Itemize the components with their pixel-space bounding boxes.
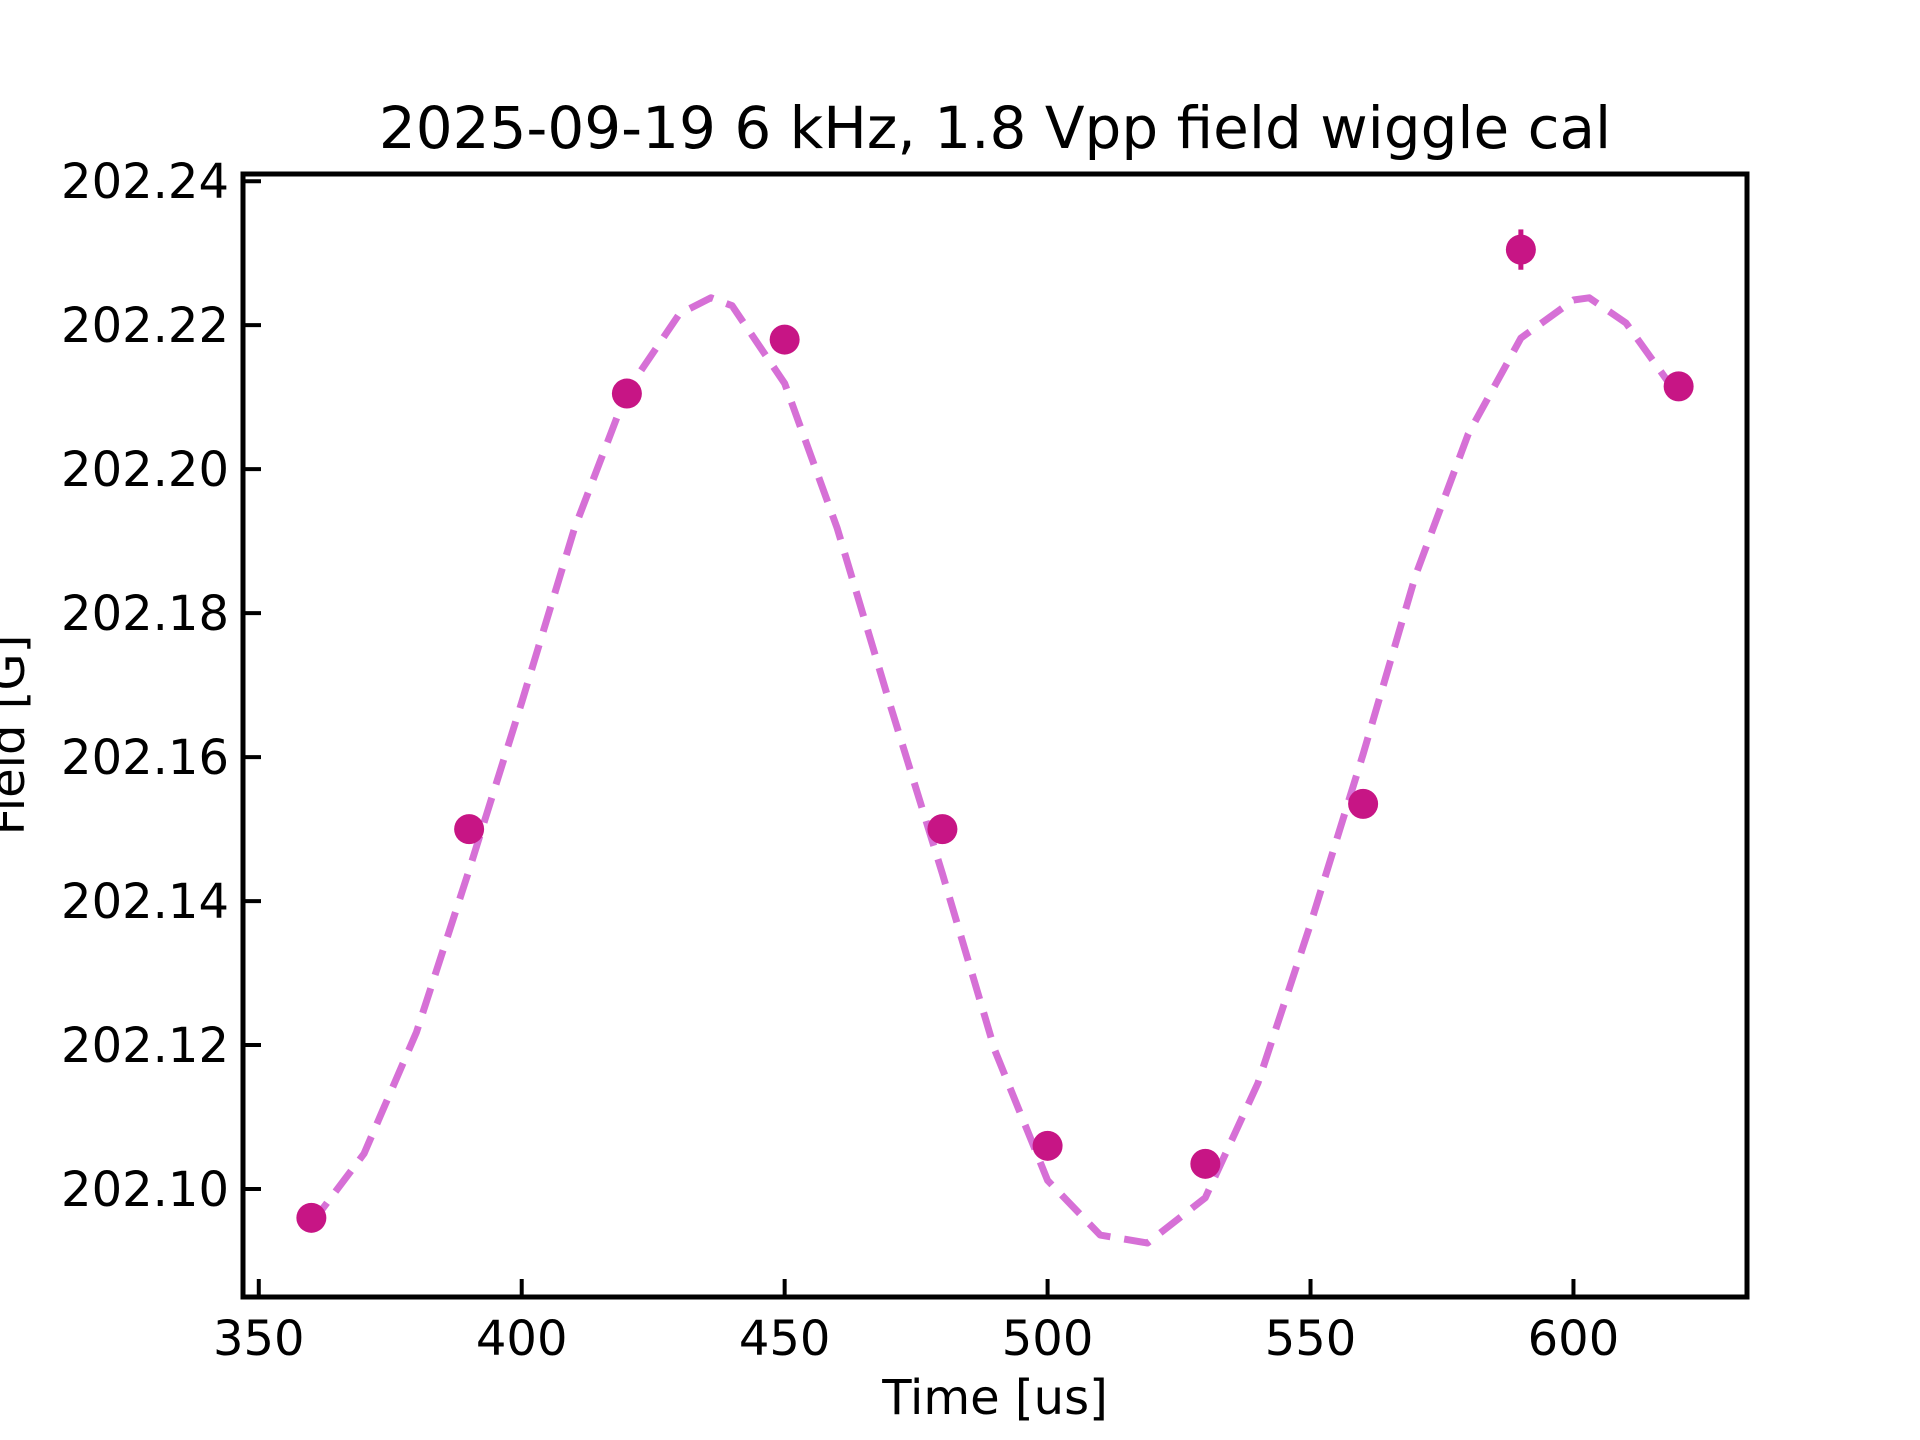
x-tick-label: 600 [1528, 1311, 1620, 1367]
data-point [927, 814, 958, 845]
y-axis: 202.10 202.12 202.14 202.16 202.18 202.20 202.… [61, 154, 261, 1218]
data-point [296, 1202, 327, 1233]
y-axis-label: Field [G] [0, 635, 36, 836]
data-point [1505, 234, 1536, 265]
data-point [611, 378, 642, 409]
y-tick-label: 202.16 [61, 730, 229, 786]
y-tick-label: 202.12 [61, 1018, 229, 1074]
data-point [454, 814, 485, 845]
y-tick-label: 202.20 [61, 442, 229, 498]
y-tick-label: 202.24 [61, 154, 229, 210]
data-point [769, 324, 800, 355]
data-point [1348, 788, 1379, 819]
x-tick-label: 450 [739, 1311, 831, 1367]
plot-frame [240, 171, 1750, 1300]
data-point [1032, 1130, 1063, 1161]
y-tick-label: 202.22 [61, 298, 229, 354]
fit-line [308, 294, 1682, 1247]
x-tick-label: 500 [1002, 1311, 1094, 1367]
x-tick-label: 550 [1265, 1311, 1357, 1367]
y-tick-label: 202.10 [61, 1162, 229, 1218]
x-axis: 350 400 450 500 550 600 [213, 1279, 1619, 1367]
x-tick-label: 400 [476, 1311, 568, 1367]
x-axis-label: Time [us] [881, 1370, 1108, 1426]
data-point [1663, 371, 1694, 402]
y-tick-label: 202.18 [61, 586, 229, 642]
x-tick-label: 350 [213, 1311, 305, 1367]
chart-title: 2025-09-19 6 kHz, 1.8 Vpp field wiggle c… [379, 94, 1611, 162]
data-point [1190, 1148, 1221, 1179]
y-tick-label: 202.14 [61, 874, 229, 930]
plot-area [296, 229, 1694, 1247]
